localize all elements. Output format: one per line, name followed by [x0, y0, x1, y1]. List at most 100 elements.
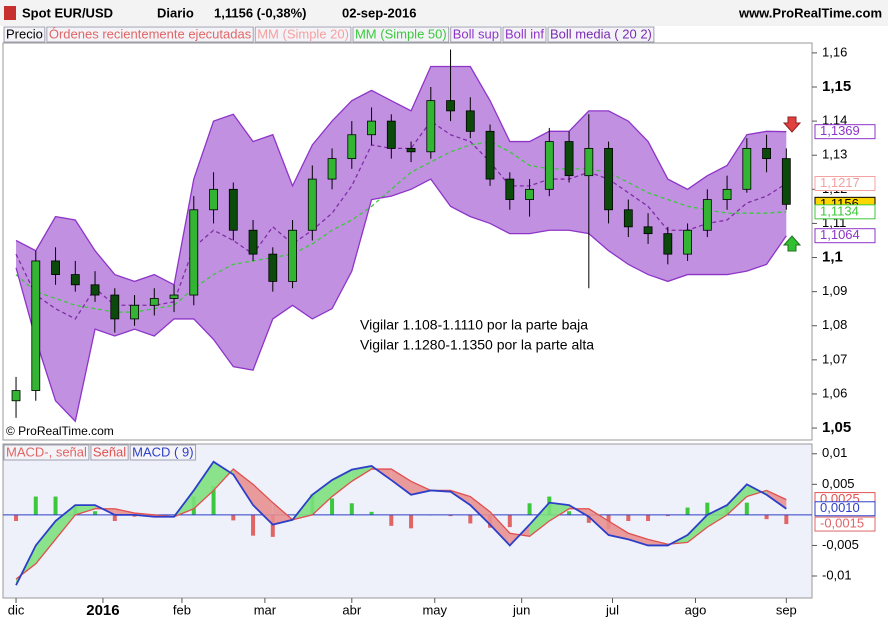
y-tick-label: 1,08 [822, 317, 847, 332]
last-value-label: 1,1064 [820, 227, 860, 242]
candle-body [584, 147, 594, 177]
histogram-bar [744, 502, 749, 515]
legend-box [3, 26, 46, 43]
histogram-bar [33, 496, 38, 515]
candle-body [31, 260, 41, 391]
macd-fill [213, 461, 234, 491]
candle-body [169, 294, 179, 299]
candle-body [722, 188, 732, 200]
histogram-bar [409, 514, 414, 529]
macd-fill [253, 484, 273, 525]
macd-panel [2, 443, 813, 599]
candle-body [446, 100, 455, 112]
histogram-bar [112, 514, 117, 521]
quote: 1,1156 (-0,38%) [214, 5, 307, 20]
candle-body [544, 141, 554, 190]
candle-body [90, 284, 100, 296]
macd-fill [687, 514, 708, 543]
indicator-line [15, 65, 787, 286]
macd-fill [549, 502, 570, 521]
annotation: Vigilar 1.108-1.1110 por la parte baja [360, 317, 588, 333]
arrow-up [782, 235, 802, 252]
y-tick-label: 0,005 [822, 476, 855, 491]
candle-body [781, 158, 791, 205]
legend-box [352, 26, 450, 43]
macd-fill [55, 505, 76, 540]
candle-body [268, 253, 278, 282]
candle-body [11, 390, 21, 402]
last-value-box [814, 516, 876, 532]
legend-box [502, 26, 547, 43]
histogram-bar [14, 514, 19, 521]
macd-fill [312, 480, 333, 515]
macd-fill [391, 469, 412, 495]
bollinger-band [16, 66, 787, 422]
candle-body [209, 188, 218, 211]
candle-body [149, 298, 159, 306]
macd-fill [727, 484, 747, 515]
legend-item: Señal [93, 444, 126, 459]
histogram-bar [132, 514, 137, 517]
y-tick-label: 1,13 [822, 147, 847, 162]
y-tick-label: 1,15 [822, 78, 851, 95]
last-value-box [814, 204, 876, 220]
y-tick-label: 1,07 [822, 351, 847, 366]
histogram-bar [251, 514, 256, 536]
y-tick-label: 1,14 [822, 113, 847, 128]
legend-item: Precio [6, 26, 43, 41]
legend-box [46, 26, 254, 43]
legend-item: MACD-, señal [6, 444, 87, 459]
histogram-bar [527, 503, 532, 515]
candle-body [367, 120, 376, 136]
candle-body [604, 147, 613, 211]
histogram-bar [507, 514, 512, 528]
indicator-line [15, 120, 787, 320]
candle-body [485, 130, 495, 180]
histogram-bar [389, 514, 394, 526]
y-tick-label: 1,16 [822, 44, 847, 59]
candle-body [228, 188, 238, 231]
histogram-bar [586, 514, 591, 523]
last-value-box [814, 501, 876, 517]
symbol: Spot EUR/USD [22, 5, 113, 20]
macd-fill [75, 505, 96, 515]
legend-item: Boll sup [453, 26, 499, 41]
legend-box [254, 26, 352, 43]
histogram-bar [231, 514, 236, 521]
last-value-box [814, 124, 876, 140]
x-tick-label: sep [776, 602, 797, 617]
last-value-label: -0,0015 [820, 515, 864, 530]
y-tick-label: 1,06 [822, 385, 847, 400]
legend-item: Boll inf [505, 26, 544, 41]
candle-body [505, 178, 515, 200]
y-tick-label: -0,005 [822, 537, 859, 552]
macd-fill [628, 533, 649, 546]
candle-body [327, 158, 337, 180]
legend-item: MM (Simple 20) [257, 26, 349, 41]
indicator-line [15, 468, 787, 580]
candle-body [248, 229, 258, 255]
indicator-line [15, 178, 787, 423]
histogram-bar [685, 507, 690, 515]
legend-box [3, 444, 90, 461]
macd-fill [588, 508, 609, 536]
layer: 1,161,151,141,131,121,111,11,091,081,071… [3, 26, 876, 619]
watermark: © ProRealTime.com [6, 424, 114, 438]
header-bar [0, 0, 888, 26]
histogram-bar [93, 511, 98, 515]
histogram-bar [211, 486, 216, 515]
x-tick-label: feb [173, 602, 191, 617]
macd-fill [490, 511, 510, 546]
x-tick-label: jun [512, 602, 530, 617]
legend-item: MM (Simple 50) [355, 26, 447, 41]
arrow-down [782, 116, 802, 133]
candle-body [702, 199, 712, 231]
legend-box [547, 26, 655, 43]
candle-body [742, 147, 752, 190]
period: Diario [157, 5, 194, 20]
histogram-bar [567, 511, 572, 515]
candle-body [130, 304, 139, 320]
candle-body [623, 209, 633, 228]
y-tick-label: 0,01 [822, 445, 847, 460]
candle-body [288, 229, 297, 282]
